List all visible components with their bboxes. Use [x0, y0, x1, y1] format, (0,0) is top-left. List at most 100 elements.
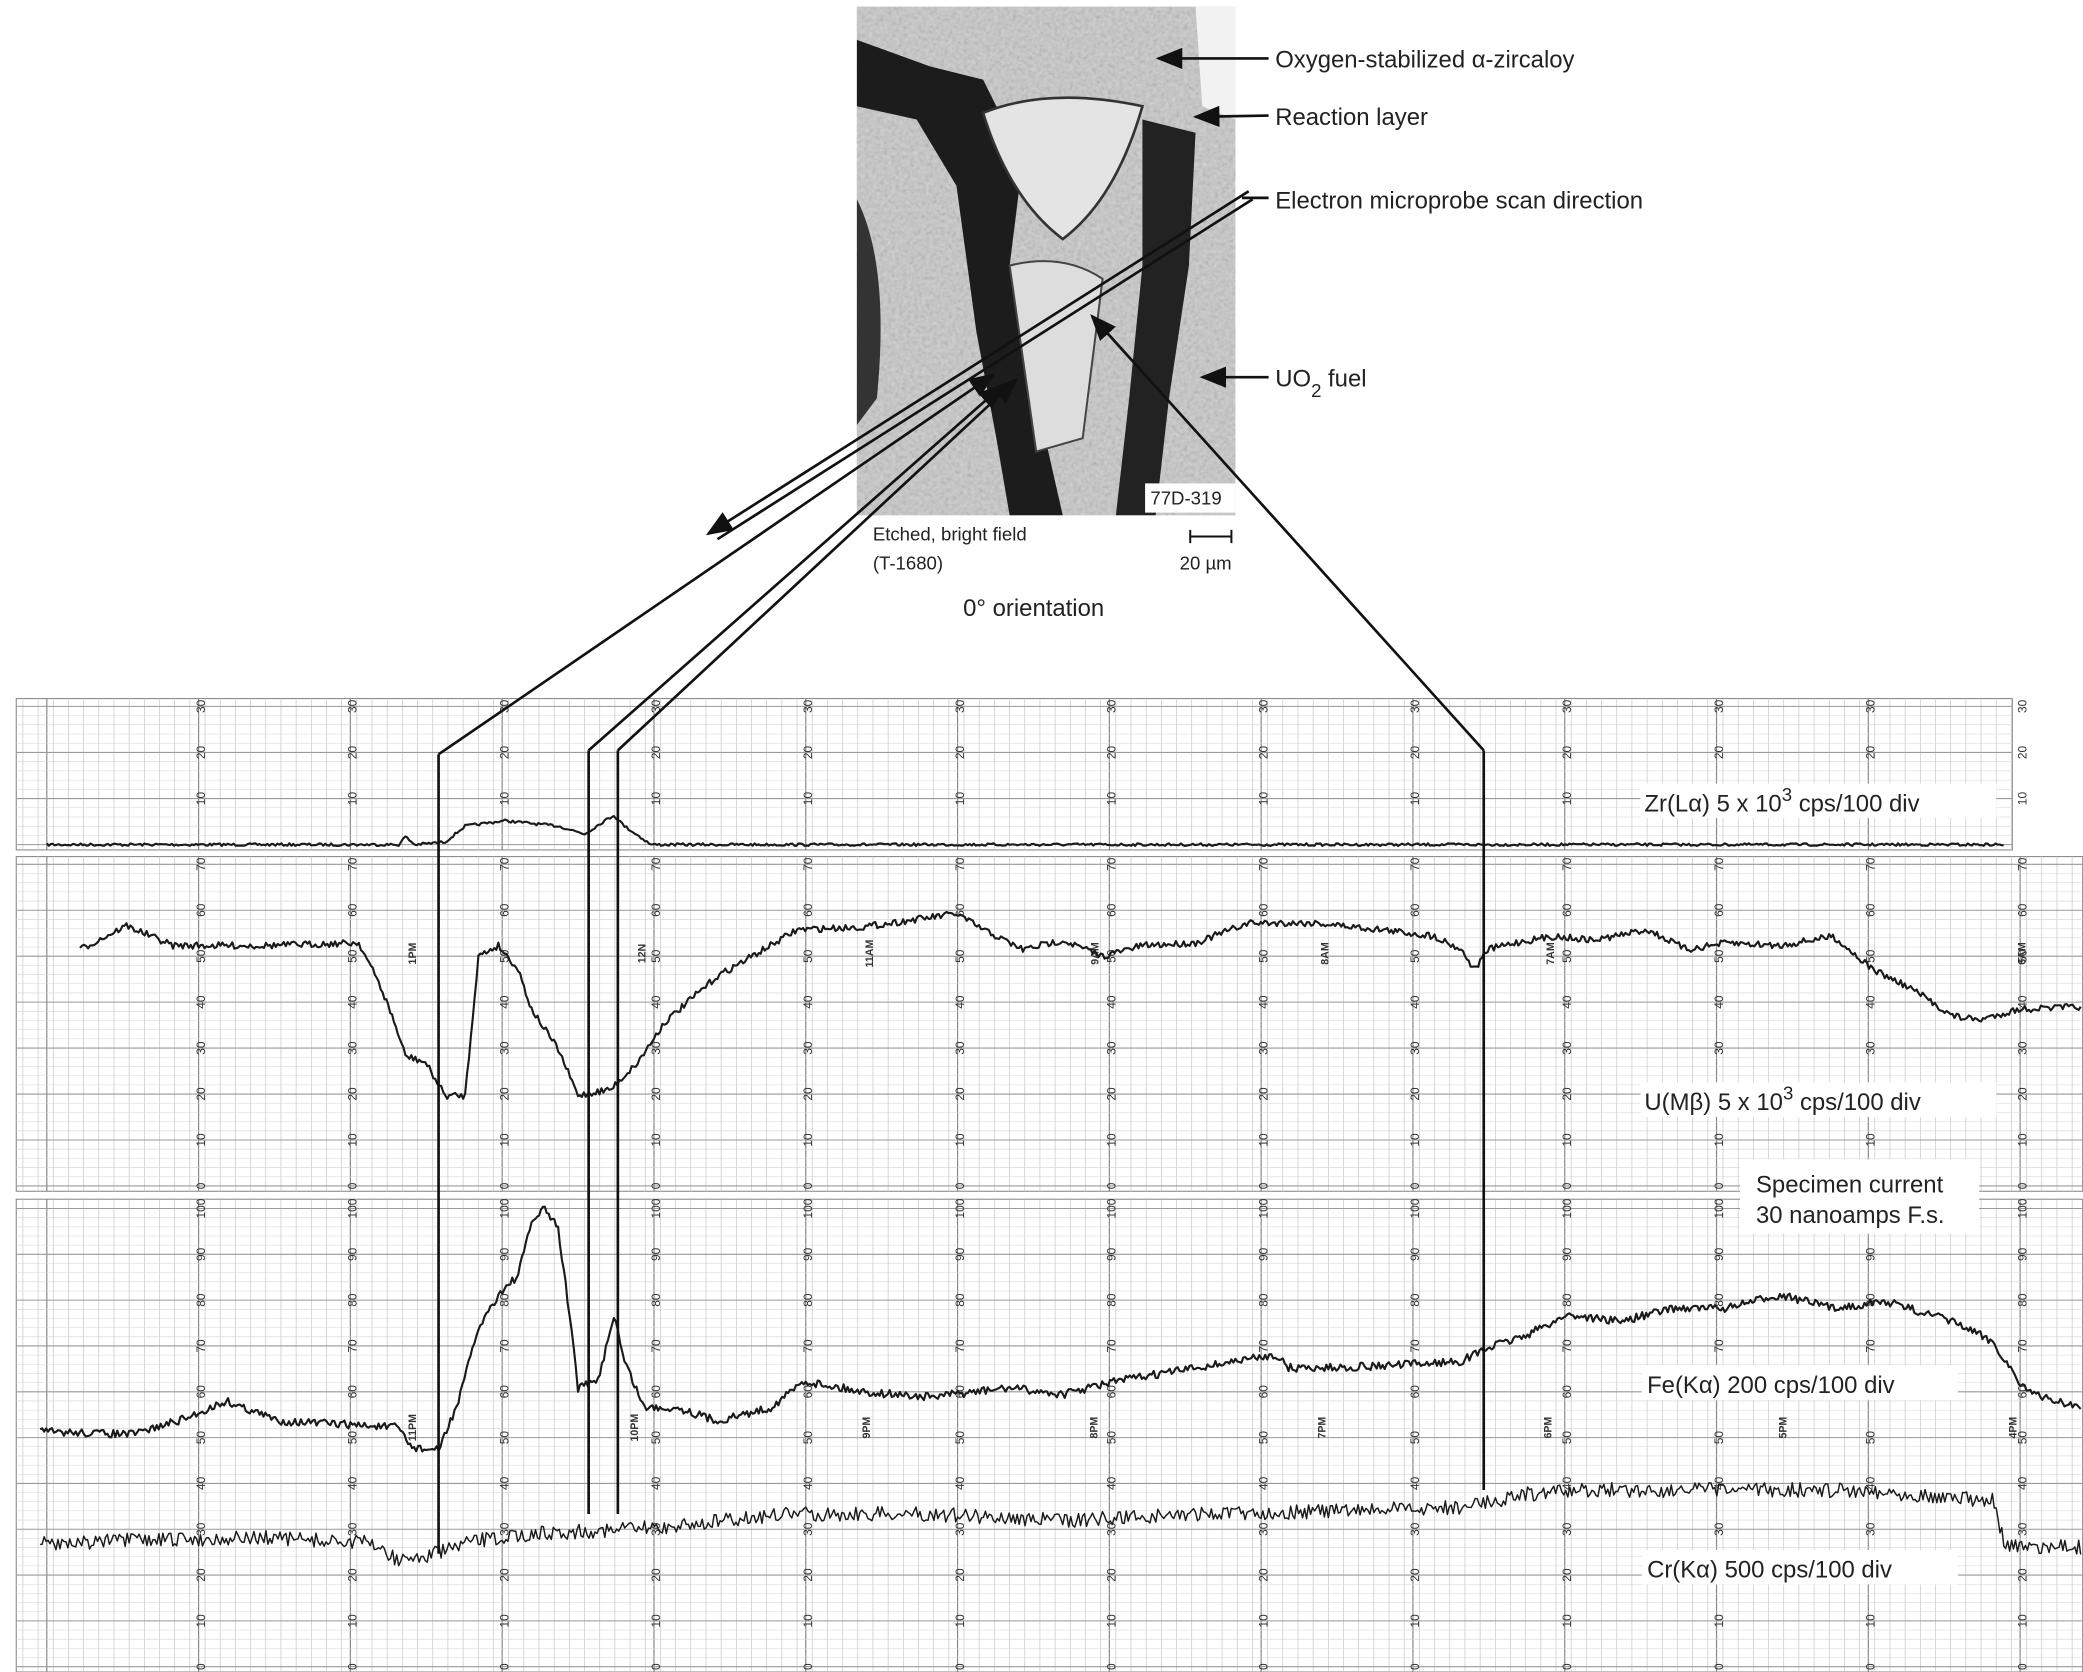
scale-label: 0: [497, 1182, 511, 1189]
scale-label: 60: [1560, 1385, 1574, 1399]
scale-label: 20: [2015, 1568, 2029, 1582]
scale-label: 60: [649, 903, 663, 917]
scale-label: 30: [953, 699, 967, 713]
scale-label: 30: [2015, 699, 2029, 713]
scale-label: 20: [194, 1087, 208, 1101]
callout: UO: [1275, 365, 1311, 392]
trace-label: Cr(Kα) 500 cps/100 div: [1647, 1557, 1892, 1584]
scale-label: 10: [2015, 792, 2029, 806]
scale-label: 30: [1712, 1522, 1726, 1536]
time-mark: 11PM: [407, 1414, 419, 1441]
scale-label: 30: [1408, 699, 1422, 713]
subscript: 2: [1311, 380, 1321, 401]
scale-label: 20: [1864, 745, 1878, 759]
orientation: 0° orientation: [963, 595, 1104, 622]
time-mark: 6AM: [2017, 942, 2029, 965]
scale-label: 10: [1560, 1614, 1574, 1628]
scale-label: 0: [2015, 1663, 2029, 1670]
scale-label: 30: [953, 1041, 967, 1055]
time-mark: 9PM: [861, 1417, 873, 1439]
scale-label: 90: [346, 1247, 360, 1261]
scale-label: 50: [1105, 1431, 1119, 1445]
scale-label: 40: [346, 1476, 360, 1490]
scale-label: 10: [1864, 1614, 1878, 1628]
scale-label: 0: [346, 1182, 360, 1189]
scale-label: 50: [346, 1431, 360, 1445]
scale-label: 50: [1256, 949, 1270, 963]
scale-label: 10: [649, 792, 663, 806]
scale-label: 70: [1408, 857, 1422, 871]
time-mark: 8AM: [1319, 942, 1331, 965]
scale-label: 70: [1408, 1339, 1422, 1353]
trace-label: U(Mβ) 5 x 10: [1644, 1089, 1783, 1116]
scale-label: 100: [801, 1198, 815, 1218]
scale-label: 10: [497, 1133, 511, 1147]
scale-label: 10: [801, 1133, 815, 1147]
time-mark: 6PM: [1542, 1417, 1554, 1439]
scale-label: 30: [1105, 699, 1119, 713]
scale-label: 80: [194, 1293, 208, 1307]
scale-label: 60: [497, 903, 511, 917]
scale-label: 30: [1712, 1041, 1726, 1055]
superscript: 3: [1783, 1083, 1793, 1104]
scale-label: 10: [497, 792, 511, 806]
scale-label: 20: [1560, 1568, 1574, 1582]
scale-label: 40: [801, 1476, 815, 1490]
scale-label: 80: [2015, 1293, 2029, 1307]
scale-label: 10: [497, 1614, 511, 1628]
callout: UO2 fuel: [1275, 365, 1366, 401]
scale-label: 20: [1408, 745, 1422, 759]
scale-label: 20: [346, 1568, 360, 1582]
scale-label: 10: [346, 792, 360, 806]
scale-label: 40: [1712, 1476, 1726, 1490]
scale-label: 10: [1712, 1133, 1726, 1147]
scale-label: 50: [1864, 949, 1878, 963]
scale-label: 40: [1408, 995, 1422, 1009]
scale-label: 30: [1256, 699, 1270, 713]
scale-label: 90: [1560, 1247, 1574, 1261]
scale-label: 10: [1256, 792, 1270, 806]
scale-label: 40: [2015, 1476, 2029, 1490]
scale-label: 30: [1864, 1522, 1878, 1536]
scale-label: 30: [1864, 1041, 1878, 1055]
scale-label: 10: [2015, 1614, 2029, 1628]
time-mark: 12N: [637, 944, 649, 963]
scale-label: 50: [497, 1431, 511, 1445]
scale-label: 20: [1408, 1568, 1422, 1582]
scale-label: 20: [2015, 1087, 2029, 1101]
scale-label: 90: [2015, 1247, 2029, 1261]
scale-label: 90: [1105, 1247, 1119, 1261]
recorder-trace: [40, 1482, 2082, 1567]
scale-label: 20: [801, 745, 815, 759]
scale-label: 0: [649, 1663, 663, 1670]
time-mark: 10PM: [629, 1414, 641, 1442]
scale-label: 10: [346, 1133, 360, 1147]
scale-label: 0: [801, 1182, 815, 1189]
scale-label: 20: [1105, 1087, 1119, 1101]
scale-label: 80: [801, 1293, 815, 1307]
scale-label: 30: [497, 1522, 511, 1536]
trace-label: Zr(Lα) 5 x 10: [1644, 790, 1781, 817]
scale-label: 0: [1105, 1663, 1119, 1670]
scale-label: 50: [801, 949, 815, 963]
scale-label: 10: [1408, 1133, 1422, 1147]
scale-label: 0: [194, 1182, 208, 1189]
scale-label: 0: [1712, 1182, 1726, 1189]
scale-label: 70: [1864, 1339, 1878, 1353]
scale-label: 20: [1105, 745, 1119, 759]
scale-label: 90: [801, 1247, 815, 1261]
scale-label: 90: [1712, 1247, 1726, 1261]
scale-label: 70: [649, 857, 663, 871]
scale-label: 30: [1712, 699, 1726, 713]
scale-label: 30: [346, 1522, 360, 1536]
scale-label: 10: [649, 1133, 663, 1147]
scale-label: 20: [801, 1087, 815, 1101]
scale-label: 60: [194, 903, 208, 917]
scale-label: 30: [497, 699, 511, 713]
scale-label: 10: [1864, 1133, 1878, 1147]
scale-label: 80: [497, 1293, 511, 1307]
scale-label: 90: [649, 1247, 663, 1261]
scale-label: 60: [1560, 903, 1574, 917]
scale-label: 80: [1256, 1293, 1270, 1307]
